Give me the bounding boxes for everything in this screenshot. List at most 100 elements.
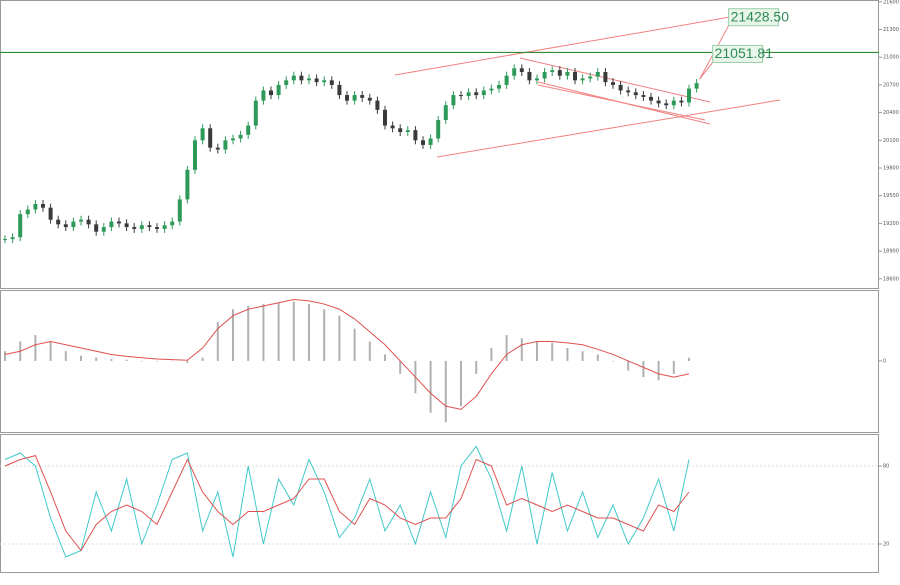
macd-bar — [80, 355, 82, 361]
candle — [253, 100, 258, 126]
macd-bar — [49, 341, 52, 361]
candle — [162, 225, 167, 229]
candle — [451, 95, 456, 106]
macd-bar — [140, 360, 143, 362]
annotation-label: 21428.50 — [731, 8, 790, 24]
macd-bar — [444, 360, 447, 423]
macd-bar — [216, 322, 219, 361]
candle — [223, 140, 228, 150]
candle — [177, 199, 182, 222]
candle — [641, 95, 646, 97]
macd-bar — [460, 360, 462, 407]
macd-bar — [642, 360, 645, 378]
y-tick-label: 20100 — [883, 138, 899, 144]
candle — [41, 204, 45, 208]
candle — [33, 204, 38, 210]
candle — [459, 95, 463, 97]
candle — [246, 125, 251, 135]
candle — [360, 95, 365, 98]
macd-bar — [95, 357, 98, 361]
flag-top — [519, 57, 711, 103]
candle — [101, 227, 106, 232]
candle — [557, 70, 562, 76]
candle — [276, 84, 281, 96]
candle — [611, 82, 615, 85]
y-tick-label: 21600 — [883, 0, 899, 5]
candle — [3, 239, 7, 241]
candle — [633, 92, 638, 96]
candle — [383, 109, 387, 126]
macd-bar — [186, 360, 189, 363]
candle — [618, 84, 623, 91]
y-tick-label: 19200 — [883, 221, 899, 227]
candle — [94, 224, 99, 232]
macd-bar — [323, 309, 326, 361]
macd-bar — [429, 360, 432, 413]
candle — [550, 70, 555, 72]
price-panel — [0, 0, 879, 289]
candle — [626, 90, 631, 93]
macd-bar — [627, 360, 630, 371]
macd-bar — [125, 359, 128, 361]
candle — [413, 130, 418, 141]
candle — [193, 140, 197, 170]
candle — [535, 78, 539, 81]
candle — [155, 227, 159, 229]
candle — [10, 237, 15, 240]
candle — [565, 72, 570, 76]
macd-bar — [338, 315, 341, 361]
y-tick-label: 18900 — [883, 249, 899, 255]
candle — [307, 78, 311, 81]
macd-bar — [581, 351, 584, 361]
candle — [671, 100, 676, 106]
candle — [337, 84, 342, 96]
macd-bar — [34, 335, 37, 361]
candle — [322, 80, 327, 83]
macd-panel — [0, 290, 879, 433]
candle — [170, 221, 175, 226]
candle — [694, 83, 699, 89]
candle — [512, 68, 517, 76]
macd-bar — [368, 341, 371, 361]
candle — [603, 72, 608, 83]
candle — [580, 78, 585, 81]
candle — [18, 214, 23, 238]
candle — [542, 72, 547, 79]
candle — [664, 103, 669, 106]
candle — [269, 90, 273, 96]
macd-bar — [596, 354, 599, 361]
candle — [679, 100, 684, 103]
candle — [519, 68, 524, 72]
candle — [124, 223, 129, 228]
candle — [573, 72, 577, 81]
candle — [466, 92, 471, 96]
macd-bar — [536, 341, 538, 361]
y-tick-label: 80 — [883, 464, 889, 470]
candle — [375, 100, 380, 110]
annotation-label: 21051.81 — [715, 45, 774, 61]
candle — [117, 221, 121, 224]
macd-bar — [262, 304, 265, 361]
y-tick-label: 18600 — [883, 276, 899, 282]
macd-signal — [4, 299, 690, 410]
candle — [314, 78, 319, 83]
y-tick-label: 19800 — [883, 166, 899, 172]
annotation-box — [712, 44, 764, 63]
macd-bar — [64, 351, 67, 361]
candle — [63, 224, 68, 228]
flag-bottom-2 — [537, 84, 706, 121]
macd-bar — [4, 351, 6, 361]
y-tick-label: 19500 — [883, 193, 899, 199]
macd-bar — [353, 328, 356, 361]
macd-bar — [399, 360, 402, 374]
candle — [687, 88, 691, 103]
candle — [71, 221, 76, 228]
candle — [291, 75, 296, 81]
candle — [79, 219, 83, 222]
candle — [436, 120, 441, 139]
candle — [595, 72, 600, 77]
candle — [421, 140, 425, 145]
macd-bar — [475, 360, 478, 374]
candle — [656, 100, 661, 104]
candle — [299, 75, 304, 81]
